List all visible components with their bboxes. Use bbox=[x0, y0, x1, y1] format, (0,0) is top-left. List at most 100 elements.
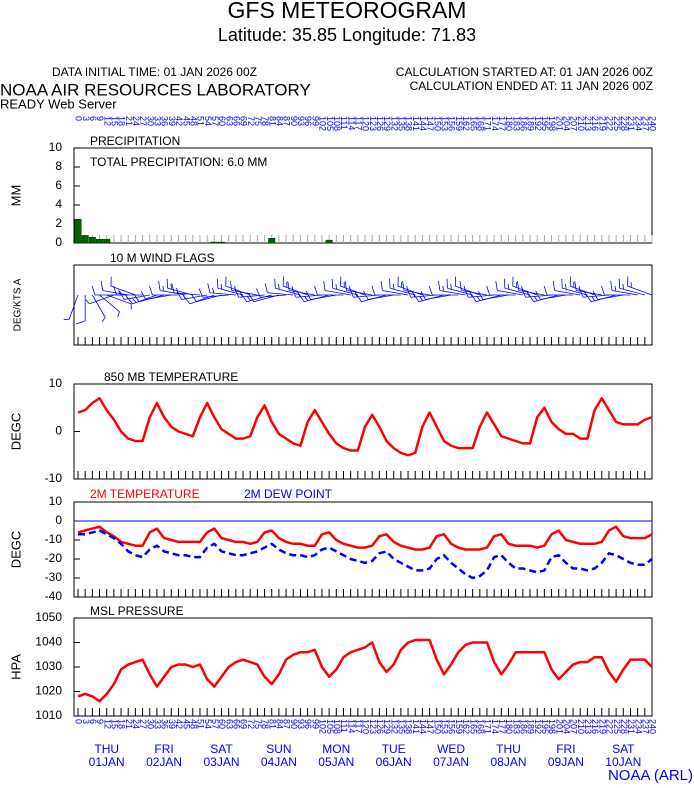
hour-label: 171 bbox=[483, 116, 493, 131]
wind-barb bbox=[592, 290, 624, 300]
calc-started: CALCULATION STARTED AT: 01 JAN 2026 00Z bbox=[396, 65, 653, 79]
legend-entry: 2M TEMPERATURE bbox=[90, 487, 200, 501]
hour-label: 60 bbox=[217, 116, 227, 126]
hour-label: 120 bbox=[361, 719, 371, 734]
hour-label: 174 bbox=[490, 719, 500, 734]
hour-label: 213 bbox=[583, 719, 593, 734]
hour-label: 54 bbox=[203, 116, 213, 126]
day-label: SUN bbox=[266, 742, 291, 756]
wind-barb bbox=[198, 288, 229, 298]
day-label: THU bbox=[94, 742, 119, 756]
hour-label: 78 bbox=[260, 116, 270, 126]
precip-bar bbox=[81, 235, 89, 244]
annotation: TOTAL PRECIPITATION: 6.0 MM bbox=[90, 155, 267, 169]
y-tick-label: 0 bbox=[55, 424, 62, 438]
wind-barb bbox=[149, 285, 179, 296]
y-tick-label: 1010 bbox=[35, 708, 62, 722]
server-name: READY Web Server bbox=[0, 96, 117, 111]
hour-label: 204 bbox=[562, 116, 572, 131]
date-label: 09JAN bbox=[548, 755, 584, 769]
panel-title: PRECIPITATION bbox=[90, 134, 180, 148]
y-tick-label: -40 bbox=[45, 589, 63, 603]
hour-label: 102 bbox=[318, 719, 328, 734]
hour-label: 51 bbox=[196, 719, 206, 729]
wind-barb bbox=[264, 283, 294, 296]
y-tick-label: 10 bbox=[49, 494, 63, 508]
wind-barb bbox=[627, 276, 653, 296]
wind-barb bbox=[256, 288, 287, 298]
hour-label: 9 bbox=[95, 719, 105, 724]
hour-label: 66 bbox=[231, 116, 241, 126]
hour-label: 237 bbox=[640, 719, 650, 734]
hour-label: 183 bbox=[511, 116, 521, 131]
hour-label: 102 bbox=[318, 116, 328, 131]
panel-frame bbox=[73, 147, 653, 244]
wind-barb bbox=[274, 278, 301, 296]
hour-label: 63 bbox=[224, 719, 234, 729]
wind-barb bbox=[478, 290, 509, 300]
hour-label: 42 bbox=[174, 719, 184, 729]
hour-label: 33 bbox=[153, 116, 163, 126]
data-initial-time: DATA INITIAL TIME: 01 JAN 2026 00Z bbox=[52, 65, 257, 79]
wind-barb bbox=[91, 285, 122, 296]
hour-label: 39 bbox=[167, 116, 177, 126]
hour-label: 129 bbox=[382, 116, 392, 131]
hour-label: 0 bbox=[74, 719, 84, 724]
wind-barb bbox=[543, 285, 574, 296]
wind-barb bbox=[76, 295, 86, 325]
hour-label: 72 bbox=[246, 719, 256, 729]
wind-barb bbox=[561, 278, 588, 296]
y-axis-label: MM bbox=[8, 185, 23, 207]
hour-label: 177 bbox=[497, 719, 507, 734]
hour-label: 168 bbox=[475, 116, 485, 131]
hour-label: 150 bbox=[432, 116, 442, 131]
wind-barb bbox=[610, 281, 638, 296]
hour-label: 213 bbox=[583, 116, 593, 131]
hour-label: 141 bbox=[411, 719, 421, 734]
wind-barb bbox=[486, 285, 516, 296]
hour-label: 27 bbox=[138, 719, 148, 729]
hour-label: 195 bbox=[540, 116, 550, 131]
hour-label: 12 bbox=[102, 719, 112, 729]
hour-label: 207 bbox=[569, 116, 579, 131]
hour-label: 153 bbox=[440, 116, 450, 131]
hour-label: 234 bbox=[633, 116, 643, 131]
wind-barb bbox=[323, 281, 351, 296]
y-tick-label: 4 bbox=[55, 197, 62, 211]
hour-label: 78 bbox=[260, 719, 270, 729]
hour-label: 60 bbox=[217, 719, 227, 729]
y-tick-label: 1050 bbox=[35, 610, 62, 624]
hour-label: 225 bbox=[612, 116, 622, 131]
hour-label: 126 bbox=[375, 719, 385, 734]
precip-bar bbox=[325, 239, 333, 244]
wind-barb bbox=[420, 290, 452, 300]
date-label: 05JAN bbox=[318, 755, 354, 769]
hour-label: 87 bbox=[282, 719, 292, 729]
credit: NOAA (ARL) bbox=[608, 767, 693, 784]
hour-label: 45 bbox=[181, 719, 191, 729]
y-tick-label: 6 bbox=[55, 178, 62, 192]
hour-label: 66 bbox=[231, 719, 241, 729]
panel-frame bbox=[73, 617, 653, 717]
precip-bar bbox=[268, 238, 276, 244]
y-tick-label: -20 bbox=[45, 551, 63, 565]
wind-barb bbox=[552, 281, 581, 296]
hour-label: 3 bbox=[81, 719, 91, 724]
hour-label: 162 bbox=[461, 116, 471, 131]
hour-label: 156 bbox=[447, 719, 457, 734]
y-tick-label: 2 bbox=[55, 216, 62, 230]
hour-label: 225 bbox=[612, 719, 622, 734]
y-tick-label: 1040 bbox=[35, 635, 62, 649]
hour-label: 99 bbox=[310, 719, 320, 729]
hour-label: 126 bbox=[375, 116, 385, 131]
hour-label: 228 bbox=[619, 116, 629, 131]
hour-label: 114 bbox=[346, 719, 356, 733]
panel-title: 850 MB TEMPERATURE bbox=[104, 370, 238, 384]
hour-label: 144 bbox=[418, 116, 428, 131]
y-tick-label: -30 bbox=[45, 570, 63, 584]
y-tick-label: 0 bbox=[55, 235, 62, 249]
y-tick-label: -10 bbox=[45, 532, 63, 546]
hour-label: 117 bbox=[353, 719, 363, 733]
hour-label: 180 bbox=[504, 719, 514, 734]
wind-barb bbox=[92, 294, 106, 322]
